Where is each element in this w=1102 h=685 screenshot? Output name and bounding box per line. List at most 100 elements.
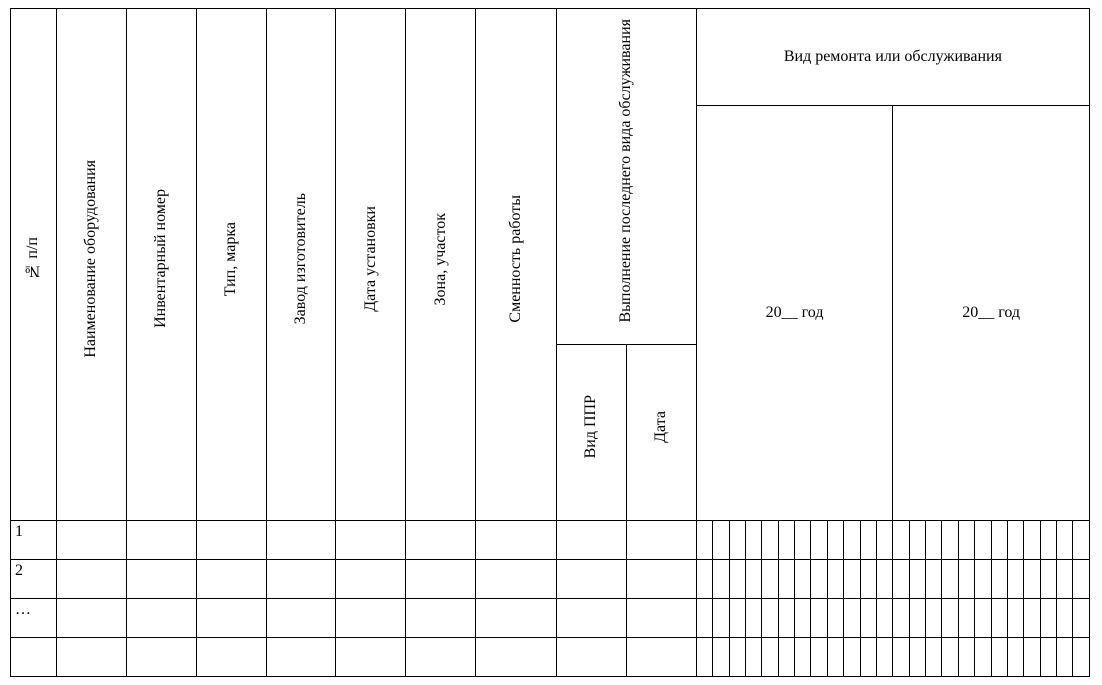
sub-cell <box>909 598 925 637</box>
sub-cell <box>713 637 729 676</box>
sub-cell <box>696 559 712 598</box>
sub-cell <box>729 520 745 559</box>
sub-cell <box>942 520 958 559</box>
col-header-year-b-label: 20__ год <box>962 304 1020 321</box>
col-header-date-label: Дата <box>649 405 673 449</box>
header-row-1: № п/п Наименование оборудования Инвентар… <box>11 9 1090 106</box>
col-header-type: Тип, марка <box>196 9 266 521</box>
sub-cell <box>811 637 827 676</box>
sub-cell <box>1073 637 1090 676</box>
cell-no: 2 <box>11 559 57 598</box>
sub-cell <box>713 520 729 559</box>
sub-cell <box>713 598 729 637</box>
col-header-install-date-label: Дата установки <box>359 200 383 318</box>
sub-cell <box>1024 637 1040 676</box>
sub-cell <box>1057 520 1073 559</box>
cell-inv <box>126 637 196 676</box>
sub-cell <box>1007 520 1023 559</box>
col-header-shift-label: Сменность работы <box>504 189 528 329</box>
sub-cell <box>745 559 761 598</box>
col-header-factory-label: Завод изготовитель <box>289 187 313 330</box>
group-header-last-service-label: Выполнение последнего вида обслуживания <box>614 13 638 328</box>
table-row: 1 <box>11 520 1090 559</box>
sub-cell <box>844 637 860 676</box>
cell-inv <box>126 598 196 637</box>
col-header-date: Дата <box>626 344 696 520</box>
cell-zone <box>406 637 476 676</box>
sub-cell <box>909 559 925 598</box>
col-header-ppr-kind-label: Вид ППР <box>579 389 603 464</box>
col-header-inv-label: Инвентарный номер <box>149 183 173 334</box>
cell-factory <box>266 520 336 559</box>
cell-type <box>196 559 266 598</box>
sub-cell <box>893 520 909 559</box>
sub-cell <box>926 637 942 676</box>
sub-cell <box>958 598 974 637</box>
cell-ppr-kind <box>557 598 627 637</box>
sub-cell <box>1007 637 1023 676</box>
table-row <box>11 637 1090 676</box>
cell-ppr-kind <box>557 637 627 676</box>
sub-cell <box>696 637 712 676</box>
sub-cell <box>811 559 827 598</box>
sub-cell <box>975 520 991 559</box>
sub-cell <box>696 520 712 559</box>
sub-cell <box>827 559 843 598</box>
sub-cell <box>876 598 892 637</box>
cell-shift <box>476 637 557 676</box>
cell-install-date <box>336 559 406 598</box>
sub-cell <box>827 637 843 676</box>
sub-cell <box>860 520 876 559</box>
sub-cell <box>762 598 778 637</box>
cell-zone <box>406 520 476 559</box>
sub-cell <box>795 598 811 637</box>
sub-cell <box>1057 559 1073 598</box>
cell-no: … <box>11 598 57 637</box>
sub-cell <box>1040 520 1056 559</box>
cell-install-date <box>336 637 406 676</box>
sub-cell <box>795 559 811 598</box>
cell-date <box>626 520 696 559</box>
sub-cell <box>1073 598 1090 637</box>
col-header-name: Наименование оборудования <box>56 9 126 521</box>
sub-cell <box>762 637 778 676</box>
sub-cell <box>893 637 909 676</box>
sub-cell <box>696 598 712 637</box>
sub-cell <box>860 559 876 598</box>
sub-cell <box>958 637 974 676</box>
sub-cell <box>876 559 892 598</box>
cell-install-date <box>336 520 406 559</box>
sub-cell <box>778 598 794 637</box>
sub-cell <box>975 598 991 637</box>
group-header-repair-type: Вид ремонта или обслуживания <box>696 9 1089 106</box>
col-header-inv: Инвентарный номер <box>126 9 196 521</box>
sub-cell <box>942 598 958 637</box>
sub-cell <box>991 598 1007 637</box>
cell-factory <box>266 559 336 598</box>
cell-shift <box>476 559 557 598</box>
sub-cell <box>1040 559 1056 598</box>
col-header-no-label: № п/п <box>21 231 45 286</box>
sub-cell <box>762 559 778 598</box>
sub-cell <box>1073 559 1090 598</box>
table-row: 2 <box>11 559 1090 598</box>
col-header-shift: Сменность работы <box>476 9 557 521</box>
sub-cell <box>893 559 909 598</box>
cell-type <box>196 520 266 559</box>
sub-cell <box>844 559 860 598</box>
sub-cell <box>926 559 942 598</box>
cell-type <box>196 598 266 637</box>
cell-no <box>11 637 57 676</box>
sub-cell <box>827 520 843 559</box>
col-header-install-date: Дата установки <box>336 9 406 521</box>
sub-cell <box>795 637 811 676</box>
sub-cell <box>778 520 794 559</box>
sub-cell <box>795 520 811 559</box>
cell-type <box>196 637 266 676</box>
group-header-repair-type-label: Вид ремонта или обслуживания <box>784 48 1002 65</box>
sub-cell <box>926 598 942 637</box>
cell-zone <box>406 598 476 637</box>
cell-ppr-kind <box>557 559 627 598</box>
sub-cell <box>729 637 745 676</box>
sub-cell <box>1073 520 1090 559</box>
